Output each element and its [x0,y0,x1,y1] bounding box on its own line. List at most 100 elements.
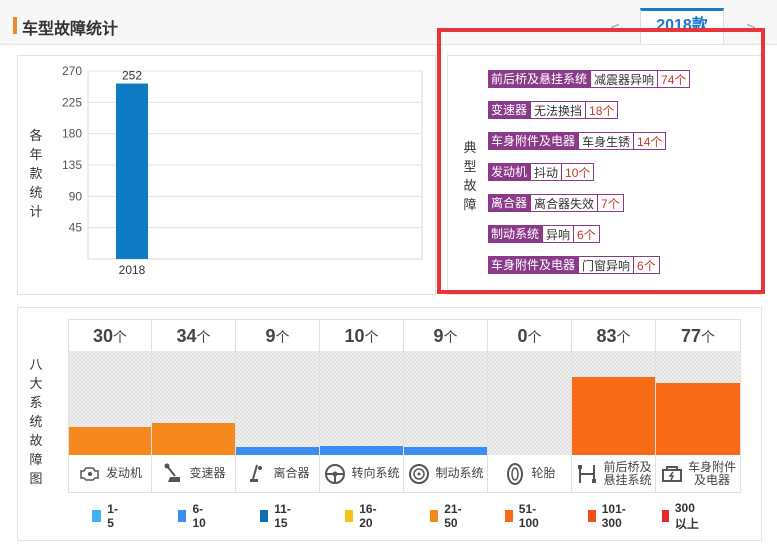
chart-ylabel-char: 各 [29,128,43,143]
system-clutch[interactable]: 离合器 [236,455,320,493]
chart-ylabel-char: 统 [29,185,43,200]
system-gearbox[interactable]: 变速器 [152,455,236,493]
system-name: 制动系统 [435,466,484,480]
system-tire[interactable]: 轮胎 [488,455,572,493]
systems-grid: 30个 发动机 34个 变速器 9个 离合器 10个 转向系统 9个 制动系统 0个 轮胎 83个 前后桥… [68,319,741,493]
legend-label: 300以上 [674,500,699,531]
system-bar-track [236,351,320,455]
system-count-unit: 个 [701,329,716,345]
legend-item: 51-100 [505,502,543,530]
system-bar-track [572,351,656,455]
system-bar-track [488,351,572,455]
fault-row[interactable]: 离合器 离合器失效 7个 [488,194,624,212]
system-name-line: 车身附件 [687,459,736,474]
year-bar-chart: 45 90 135 180 225 270 252 2018 [62,64,423,277]
system-car-body[interactable]: 车身附件 及电器 [656,455,741,493]
fault-description: 无法换挡 [530,101,586,119]
legend-swatch [345,510,354,522]
fault-category: 前后桥及悬挂系统 [488,70,591,88]
fault-count: 10个 [561,163,595,181]
systems-label-char: 故 [29,433,43,448]
system-count-value: 10 [344,326,365,346]
next-tab-button[interactable]: > [746,20,756,37]
fault-row[interactable]: 发动机 抖动 10个 [488,163,595,181]
tire-icon [507,462,524,485]
chart-ylabel-char: 计 [29,204,43,219]
y-tick-label: 45 [69,221,83,235]
fault-row[interactable]: 前后桥及悬挂系统 减震器异响 74个 [488,70,691,88]
system-bar[interactable] [69,427,151,455]
chart-ylabel-char: 年 [29,147,43,162]
legend-label: 16-20 [359,502,377,530]
legend-item: 300以上 [662,501,700,531]
fault-row[interactable]: 制动系统 异响 6个 [488,225,600,243]
system-bar-track [656,351,741,455]
system-count-unit: 个 [364,329,379,345]
legend-swatch [92,510,102,522]
legend-swatch [662,510,669,522]
legend-label: 1-5 [107,502,118,530]
fault-row[interactable]: 车身附件及电器 门窗异响 6个 [488,256,660,274]
system-name: 前后桥及 悬挂系统 [603,459,652,487]
legend-swatch [588,510,596,522]
system-name-line: 及电器 [693,472,730,487]
y-tick-label: 225 [62,95,82,109]
y-tick-label: 180 [62,127,82,141]
legend-label: 6-10 [192,502,206,530]
fault-description: 减震器异响 [590,70,658,88]
system-bar[interactable] [572,377,655,455]
system-name: 发动机 [105,466,142,480]
system-steering-wheel[interactable]: 转向系统 [320,455,404,493]
system-brake-disc[interactable]: 制动系统 [404,455,488,493]
systems-label: 八大系统故障图 [28,355,44,488]
fault-description: 异响 [542,225,574,243]
chart-ylabel-char: 款 [29,166,43,181]
engine-icon [80,466,99,481]
system-count: 77个 [656,319,741,351]
bar[interactable] [116,83,148,260]
system-count-value: 83 [596,326,617,346]
system-count-unit: 个 [443,329,458,345]
system-count-value: 34 [176,326,197,346]
system-count: 0个 [488,319,572,351]
systems-label-char: 障 [29,452,43,467]
system-count-value: 9 [433,326,444,346]
fault-category: 制动系统 [488,225,543,243]
systems-label-char: 系 [29,395,43,410]
typical-faults-label-char: 障 [463,197,477,212]
fault-description: 离合器失效 [530,194,598,212]
prev-tab-button[interactable]: < [610,20,620,37]
y-tick-label: 90 [69,189,83,203]
fault-description: 抖动 [530,163,562,181]
fault-count: 7个 [597,194,624,212]
system-suspension[interactable]: 前后桥及 悬挂系统 [572,455,656,493]
brake-disc-icon [409,463,430,484]
y-tick-label: 135 [62,158,82,172]
legend-item: 101-300 [588,502,630,530]
system-name-line: 前后桥及 [603,459,652,474]
gearbox-icon [164,463,181,482]
systems-label-char: 大 [29,376,43,391]
fault-count: 6个 [573,225,600,243]
y-tick-label: 270 [62,64,82,78]
fault-category: 发动机 [488,163,531,181]
system-name: 轮胎 [531,466,556,480]
fault-description: 车身生锈 [578,132,634,150]
fault-row[interactable]: 车身附件及电器 车身生锈 14个 [488,132,667,150]
system-bar[interactable] [236,447,319,455]
system-count: 9个 [236,319,320,351]
system-count-value: 30 [92,326,114,346]
fault-row[interactable]: 变速器 无法换挡 18个 [488,101,619,119]
tab-2018[interactable]: 2018款 [640,8,724,44]
system-bar[interactable] [320,446,403,455]
system-engine[interactable]: 发动机 [68,455,152,493]
system-bar[interactable] [656,383,740,455]
systems-label-char: 八 [29,357,43,372]
systems-label-char: 图 [29,471,43,486]
system-name: 离合器 [273,466,310,480]
system-bar[interactable] [152,423,235,455]
system-bar[interactable] [404,447,487,455]
system-bar-track [152,351,236,455]
system-count-value: 9 [265,326,276,346]
system-bar-track [404,351,488,455]
